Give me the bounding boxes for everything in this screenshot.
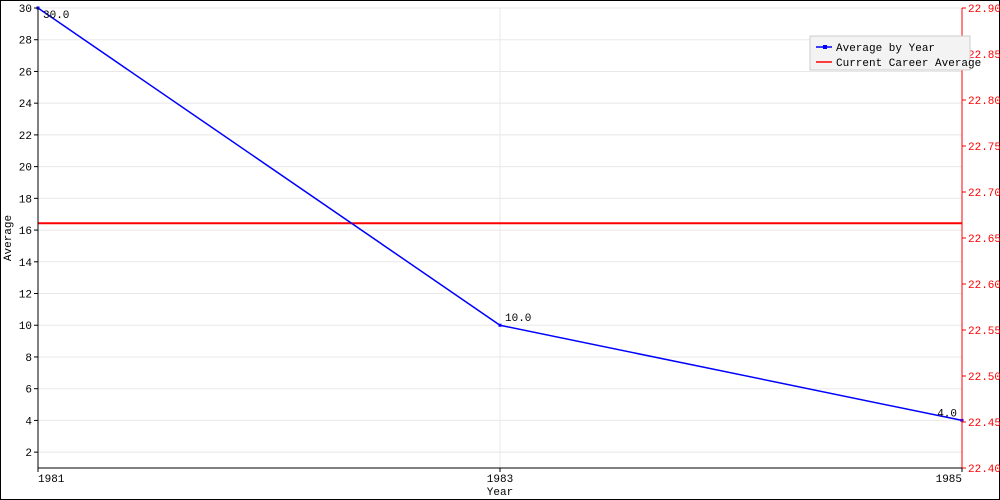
y-left-tick-label: 28 (19, 36, 32, 48)
y-left-tick-label: 26 (19, 67, 32, 79)
x-tick-label: 1985 (936, 474, 962, 486)
data-point-label: 30.0 (43, 10, 69, 22)
data-point-label: 10.0 (505, 313, 531, 325)
data-marker (499, 324, 502, 327)
y-right-tick-label: 22.70 (968, 188, 1000, 200)
y-right-tick-label: 22.50 (968, 372, 1000, 384)
y-left-tick-label: 16 (19, 226, 32, 238)
chart-container: 30.010.04.02468101214161820222426283022.… (0, 0, 1000, 500)
legend-item-label: Average by Year (836, 43, 935, 55)
x-tick-label: 1983 (487, 474, 513, 486)
y-right-tick-label: 22.55 (968, 326, 1000, 338)
y-right-tick-label: 22.90 (968, 4, 1000, 16)
y-left-tick-label: 30 (19, 4, 32, 16)
y-right-tick-label: 22.65 (968, 234, 1000, 246)
y-right-tick-label: 22.80 (968, 96, 1000, 108)
line-chart: 30.010.04.02468101214161820222426283022.… (0, 0, 1000, 500)
x-axis-title: Year (487, 487, 513, 499)
y-left-tick-label: 2 (25, 448, 32, 460)
y-left-tick-label: 6 (25, 385, 32, 397)
y-right-tick-label: 22.45 (968, 418, 1000, 430)
legend-swatch-marker (823, 45, 827, 49)
y-right-tick-label: 22.75 (968, 142, 1000, 154)
y-left-tick-label: 18 (19, 194, 32, 206)
y-left-tick-label: 4 (25, 416, 32, 428)
y-left-tick-label: 12 (19, 290, 32, 302)
x-tick-label: 1981 (38, 474, 65, 486)
y-left-tick-label: 10 (19, 321, 32, 333)
y-axis-title: Average (3, 215, 15, 261)
y-left-tick-label: 24 (19, 99, 33, 111)
data-point-label: 4.0 (937, 408, 957, 420)
y-right-tick-label: 22.40 (968, 464, 1000, 476)
y-left-tick-label: 22 (19, 131, 32, 143)
y-right-tick-label: 22.60 (968, 280, 1000, 292)
y-left-tick-label: 8 (25, 353, 32, 365)
y-left-tick-label: 14 (19, 258, 33, 270)
legend-item-label: Current Career Average (836, 58, 981, 70)
y-left-tick-label: 20 (19, 163, 32, 175)
